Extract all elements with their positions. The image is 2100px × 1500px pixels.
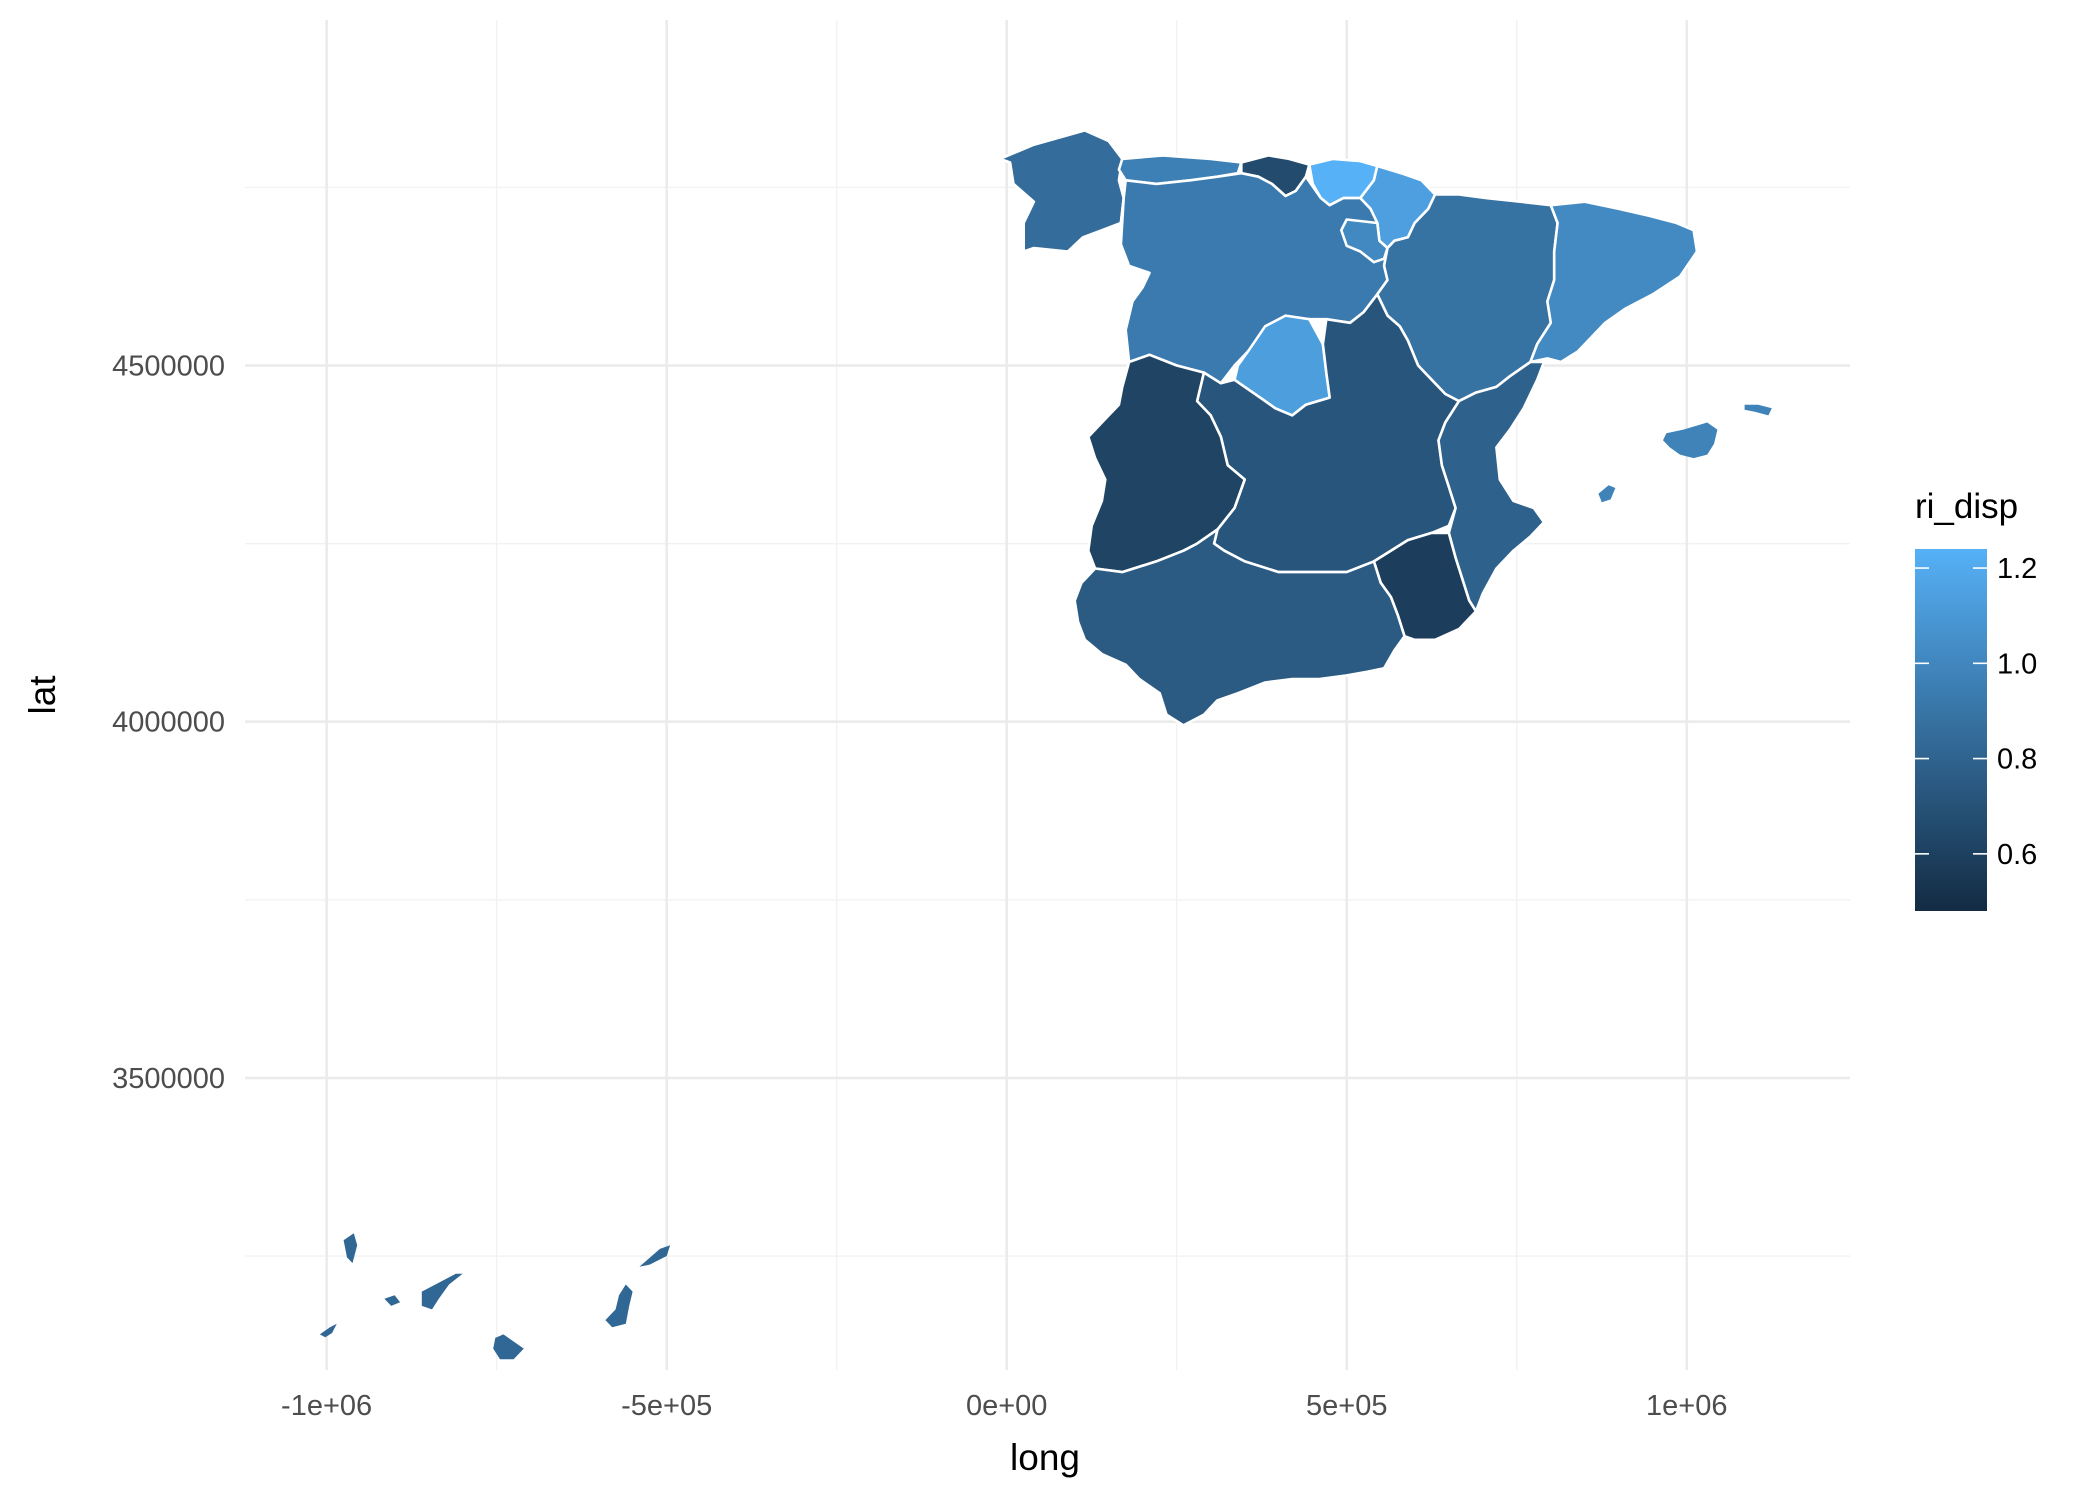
region-tenerife (421, 1273, 463, 1310)
region-menorca (1744, 404, 1772, 416)
region-fuerteventura (605, 1284, 633, 1328)
color-legend: ri_disp 0.6 0.8 1.0 1.2 (1915, 487, 2037, 911)
region-la-gomera (384, 1295, 401, 1306)
legend-tick-label: 0.8 (1997, 744, 2037, 776)
y-tick-label: 3500000 (112, 1063, 225, 1095)
x-tick-label: -5e+05 (621, 1390, 712, 1422)
region-la-palma (343, 1233, 358, 1264)
legend-tick-label: 1.0 (1997, 648, 2037, 680)
region-el-hierro (319, 1323, 337, 1338)
region-la-rioja (1340, 218, 1389, 264)
y-tick-label: 4000000 (112, 707, 225, 739)
legend-ticks: 0.6 0.8 1.0 1.2 (1915, 553, 2037, 871)
x-tick-label: -1e+06 (281, 1390, 372, 1422)
region-gran-canaria (493, 1334, 524, 1360)
x-axis-ticks: -1e+06 -5e+05 0e+00 5e+05 1e+06 (281, 1390, 1727, 1422)
legend-title: ri_disp (1915, 487, 2018, 526)
legend-colorbar (1915, 549, 1987, 911)
y-axis-ticks: 3500000 4000000 4500000 (112, 351, 225, 1095)
region-ibiza (1598, 485, 1616, 503)
region-galicia (998, 129, 1125, 253)
region-andalucia (1073, 528, 1406, 727)
map-regions (319, 129, 1772, 1360)
x-tick-label: 5e+05 (1306, 1390, 1387, 1422)
x-tick-label: 0e+00 (966, 1390, 1047, 1422)
region-comunidad-valenciana (1437, 360, 1546, 613)
region-cataluna (1529, 200, 1699, 364)
legend-tick-label: 0.6 (1997, 839, 2037, 871)
region-mallorca (1663, 422, 1718, 459)
x-axis-title: long (1010, 1437, 1080, 1478)
x-tick-label: 1e+06 (1646, 1390, 1727, 1422)
y-axis-title: lat (22, 675, 63, 715)
y-tick-label: 4500000 (112, 351, 225, 383)
legend-tick-label: 1.2 (1997, 553, 2037, 585)
region-lanzarote (639, 1245, 671, 1267)
